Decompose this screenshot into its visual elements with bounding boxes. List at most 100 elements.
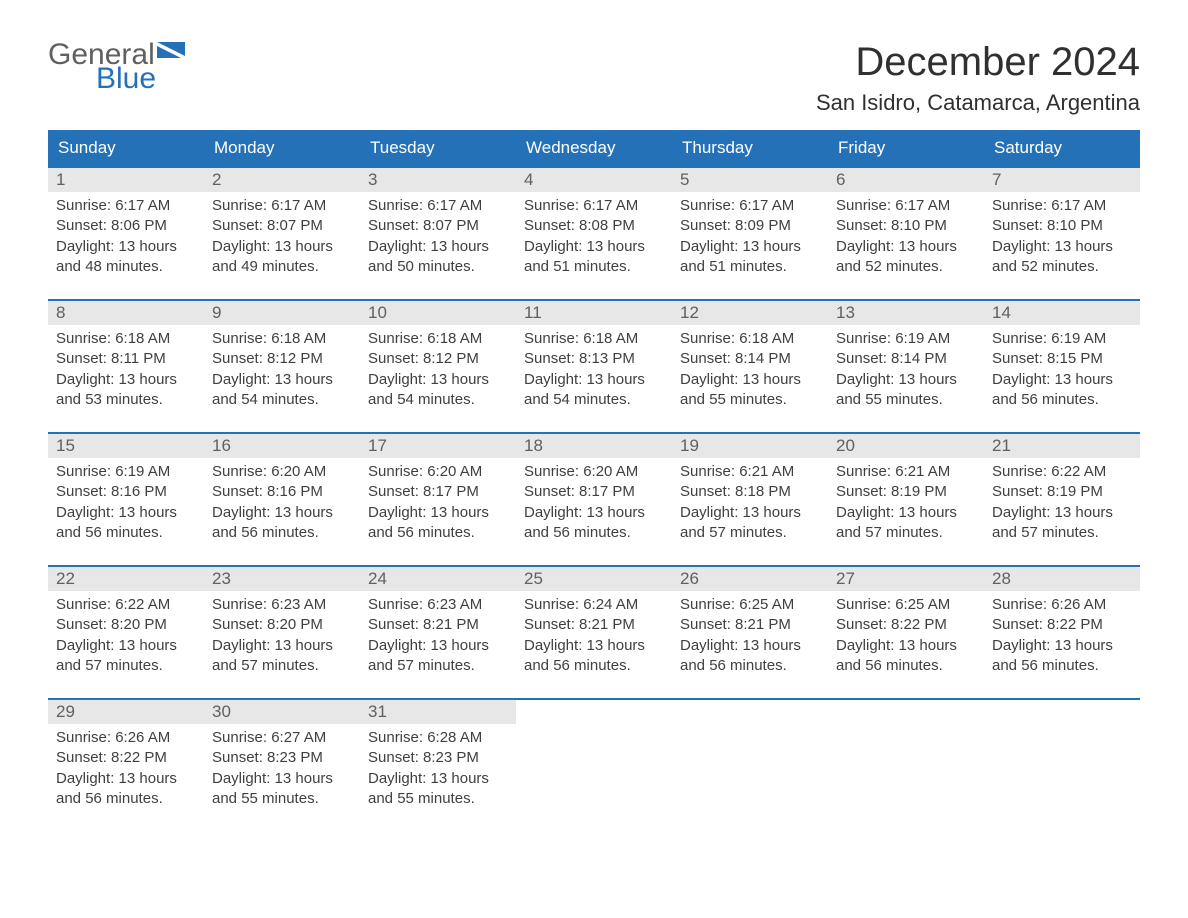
day-sunset: Sunset: 8:10 PM: [836, 216, 976, 236]
calendar-day: 4Sunrise: 6:17 AMSunset: 8:08 PMDaylight…: [516, 168, 672, 281]
calendar-week: 29Sunrise: 6:26 AMSunset: 8:22 PMDayligh…: [48, 698, 1140, 813]
weeks-container: 1Sunrise: 6:17 AMSunset: 8:06 PMDaylight…: [48, 166, 1140, 813]
day-sunset: Sunset: 8:16 PM: [56, 482, 196, 502]
day-d1: Daylight: 13 hours: [836, 370, 976, 390]
day-sunset: Sunset: 8:21 PM: [524, 615, 664, 635]
day-sunrise: Sunrise: 6:20 AM: [212, 462, 352, 482]
day-sunset: Sunset: 8:23 PM: [212, 748, 352, 768]
calendar-day: 23Sunrise: 6:23 AMSunset: 8:20 PMDayligh…: [204, 567, 360, 680]
day-d2: and 57 minutes.: [368, 656, 508, 676]
calendar-day: 14Sunrise: 6:19 AMSunset: 8:15 PMDayligh…: [984, 301, 1140, 414]
day-sunset: Sunset: 8:21 PM: [368, 615, 508, 635]
day-number: 18: [516, 434, 672, 458]
calendar-day: [516, 700, 672, 813]
day-d1: Daylight: 13 hours: [368, 370, 508, 390]
day-body: Sunrise: 6:22 AMSunset: 8:20 PMDaylight:…: [48, 591, 204, 680]
day-sunrise: Sunrise: 6:18 AM: [680, 329, 820, 349]
calendar-day: 20Sunrise: 6:21 AMSunset: 8:19 PMDayligh…: [828, 434, 984, 547]
day-number: 31: [360, 700, 516, 724]
day-number: 30: [204, 700, 360, 724]
day-sunrise: Sunrise: 6:27 AM: [212, 728, 352, 748]
day-sunrise: Sunrise: 6:18 AM: [212, 329, 352, 349]
day-d1: Daylight: 13 hours: [212, 237, 352, 257]
day-body: Sunrise: 6:17 AMSunset: 8:07 PMDaylight:…: [360, 192, 516, 281]
day-number: 29: [48, 700, 204, 724]
day-sunset: Sunset: 8:12 PM: [368, 349, 508, 369]
day-d1: Daylight: 13 hours: [680, 503, 820, 523]
calendar-day: [984, 700, 1140, 813]
day-number: 23: [204, 567, 360, 591]
dow-saturday: Saturday: [984, 130, 1140, 166]
calendar-day: 26Sunrise: 6:25 AMSunset: 8:21 PMDayligh…: [672, 567, 828, 680]
day-sunrise: Sunrise: 6:25 AM: [680, 595, 820, 615]
day-d2: and 51 minutes.: [680, 257, 820, 277]
calendar-day: 19Sunrise: 6:21 AMSunset: 8:18 PMDayligh…: [672, 434, 828, 547]
dow-sunday: Sunday: [48, 130, 204, 166]
day-d2: and 57 minutes.: [836, 523, 976, 543]
day-d1: Daylight: 13 hours: [680, 370, 820, 390]
calendar-day: 1Sunrise: 6:17 AMSunset: 8:06 PMDaylight…: [48, 168, 204, 281]
day-sunset: Sunset: 8:20 PM: [212, 615, 352, 635]
day-number: 6: [828, 168, 984, 192]
day-d2: and 57 minutes.: [56, 656, 196, 676]
day-number: 2: [204, 168, 360, 192]
day-number: 21: [984, 434, 1140, 458]
day-d2: and 55 minutes.: [836, 390, 976, 410]
calendar-day: 30Sunrise: 6:27 AMSunset: 8:23 PMDayligh…: [204, 700, 360, 813]
day-sunrise: Sunrise: 6:17 AM: [836, 196, 976, 216]
day-d2: and 56 minutes.: [524, 656, 664, 676]
day-body: Sunrise: 6:26 AMSunset: 8:22 PMDaylight:…: [48, 724, 204, 813]
day-d2: and 52 minutes.: [992, 257, 1132, 277]
day-sunrise: Sunrise: 6:17 AM: [992, 196, 1132, 216]
day-number: 8: [48, 301, 204, 325]
day-sunrise: Sunrise: 6:19 AM: [836, 329, 976, 349]
day-d2: and 50 minutes.: [368, 257, 508, 277]
day-body: Sunrise: 6:20 AMSunset: 8:16 PMDaylight:…: [204, 458, 360, 547]
day-number: 15: [48, 434, 204, 458]
calendar-week: 22Sunrise: 6:22 AMSunset: 8:20 PMDayligh…: [48, 565, 1140, 680]
day-body: Sunrise: 6:27 AMSunset: 8:23 PMDaylight:…: [204, 724, 360, 813]
day-number: 19: [672, 434, 828, 458]
day-d2: and 56 minutes.: [524, 523, 664, 543]
day-sunrise: Sunrise: 6:26 AM: [992, 595, 1132, 615]
day-d2: and 56 minutes.: [992, 656, 1132, 676]
day-sunset: Sunset: 8:22 PM: [56, 748, 196, 768]
calendar-day: 31Sunrise: 6:28 AMSunset: 8:23 PMDayligh…: [360, 700, 516, 813]
day-d2: and 49 minutes.: [212, 257, 352, 277]
day-d2: and 56 minutes.: [212, 523, 352, 543]
dow-monday: Monday: [204, 130, 360, 166]
day-sunrise: Sunrise: 6:23 AM: [212, 595, 352, 615]
day-sunset: Sunset: 8:10 PM: [992, 216, 1132, 236]
title-block: December 2024 San Isidro, Catamarca, Arg…: [816, 40, 1140, 116]
day-number: 17: [360, 434, 516, 458]
day-sunset: Sunset: 8:13 PM: [524, 349, 664, 369]
day-number: 24: [360, 567, 516, 591]
brand-logo: General Blue: [48, 40, 185, 94]
day-d1: Daylight: 13 hours: [992, 237, 1132, 257]
day-sunrise: Sunrise: 6:20 AM: [368, 462, 508, 482]
calendar-day: 22Sunrise: 6:22 AMSunset: 8:20 PMDayligh…: [48, 567, 204, 680]
day-d1: Daylight: 13 hours: [212, 503, 352, 523]
day-d2: and 56 minutes.: [680, 656, 820, 676]
day-sunset: Sunset: 8:07 PM: [368, 216, 508, 236]
page-header: General Blue December 2024 San Isidro, C…: [48, 40, 1140, 116]
calendar-day: [828, 700, 984, 813]
day-number: 1: [48, 168, 204, 192]
day-body: Sunrise: 6:17 AMSunset: 8:06 PMDaylight:…: [48, 192, 204, 281]
day-d2: and 56 minutes.: [368, 523, 508, 543]
day-sunset: Sunset: 8:07 PM: [212, 216, 352, 236]
day-number: 11: [516, 301, 672, 325]
calendar-day: 21Sunrise: 6:22 AMSunset: 8:19 PMDayligh…: [984, 434, 1140, 547]
day-sunrise: Sunrise: 6:28 AM: [368, 728, 508, 748]
day-d1: Daylight: 13 hours: [680, 636, 820, 656]
brand-word2: Blue: [96, 64, 185, 94]
day-sunrise: Sunrise: 6:26 AM: [56, 728, 196, 748]
day-body: Sunrise: 6:17 AMSunset: 8:08 PMDaylight:…: [516, 192, 672, 281]
day-d1: Daylight: 13 hours: [56, 636, 196, 656]
day-d1: Daylight: 13 hours: [368, 769, 508, 789]
calendar-week: 8Sunrise: 6:18 AMSunset: 8:11 PMDaylight…: [48, 299, 1140, 414]
day-d2: and 55 minutes.: [212, 789, 352, 809]
day-sunrise: Sunrise: 6:23 AM: [368, 595, 508, 615]
day-d2: and 57 minutes.: [212, 656, 352, 676]
day-number: 5: [672, 168, 828, 192]
